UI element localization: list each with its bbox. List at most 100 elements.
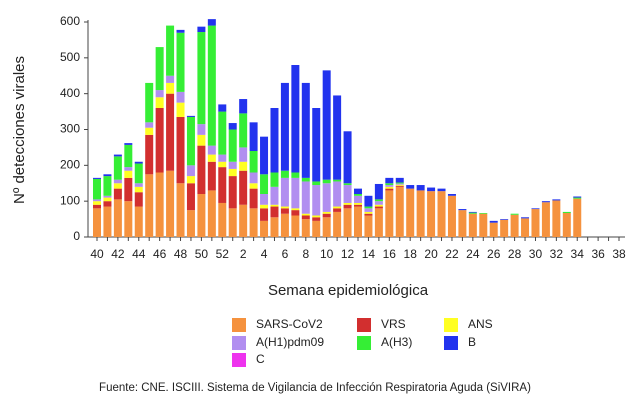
x-tick-label: 36 (591, 247, 605, 261)
legend-label: SARS-CoV2 (256, 317, 323, 331)
bar-segment (239, 170, 248, 205)
bar-segment (385, 183, 394, 186)
y-tick-label: 0 (73, 229, 80, 243)
bar-segment (124, 144, 133, 168)
bar-segment (145, 82, 154, 123)
bar-segment (354, 188, 362, 194)
legend-swatch (444, 336, 458, 350)
x-tick-label: 38 (612, 247, 626, 261)
x-tick-label: 44 (132, 247, 146, 261)
bar-segment (124, 143, 133, 145)
bar-segment (416, 190, 425, 237)
bar-segment (395, 186, 404, 237)
bar-segment (395, 182, 404, 184)
bar-segment (280, 170, 289, 178)
x-tick-label: 20 (424, 247, 438, 261)
bar-segment (145, 127, 154, 135)
bar-segment (155, 108, 164, 173)
bar-segment (333, 206, 342, 209)
bar-segment (322, 217, 331, 237)
bar-segment (207, 145, 216, 155)
bar-segment (489, 220, 498, 223)
bar-segment (395, 183, 404, 185)
bar-segment (395, 177, 404, 183)
bar-segment (134, 192, 143, 207)
bar-segment (166, 75, 175, 83)
bar-segment (197, 145, 206, 194)
bar-segment (176, 116, 185, 184)
source: Fuente: CNE. ISCIII. Sistema de Vigilanc… (99, 382, 531, 394)
bar-segment (427, 187, 436, 192)
bar-segment (249, 122, 258, 151)
bar-segment (124, 170, 133, 178)
bar-segment (531, 209, 540, 237)
bar-segment (124, 201, 133, 237)
bar-segment (260, 220, 269, 237)
bar-segment (354, 202, 362, 205)
x-tick-label: 6 (282, 247, 289, 261)
x-tick-label: 16 (383, 247, 397, 261)
bar-segment (249, 151, 258, 173)
legend-swatch (232, 353, 246, 367)
bar-segment (343, 183, 352, 186)
bar-segment (364, 215, 373, 237)
legend-label: B (468, 335, 476, 349)
bar-segment (333, 211, 342, 237)
bar-segment (103, 195, 112, 198)
x-tick-label: 40 (90, 247, 104, 261)
bar-segment (124, 167, 133, 171)
bar-segment (322, 211, 331, 214)
bar-segment (228, 123, 237, 130)
bar-segment (541, 201, 550, 203)
bar-segment (176, 102, 185, 117)
bar-segment (531, 208, 540, 210)
x-axis-title: Semana epidemiológica (268, 282, 429, 299)
bar-segment (260, 174, 269, 194)
bar-segment (521, 218, 530, 237)
bar-segment (239, 113, 248, 148)
bar-segment (218, 202, 227, 237)
bar-segment (134, 206, 143, 237)
x-tick-label: 50 (195, 247, 209, 261)
bar-segment (113, 179, 122, 184)
bar-segment (166, 93, 175, 171)
bar-segment (333, 179, 342, 182)
bar-segment (228, 208, 237, 237)
bar-segment (468, 211, 477, 213)
bar-segment (291, 210, 300, 216)
bar-segment (510, 213, 519, 215)
bar-segment (186, 210, 195, 237)
bar-segment (291, 177, 300, 209)
bar-segment (134, 186, 143, 193)
bar-segment (385, 185, 394, 187)
bar-segment (322, 179, 331, 184)
bar-segment (552, 199, 561, 201)
bar-segment (521, 217, 530, 219)
x-tick-label: 48 (174, 247, 188, 261)
bar-segment (562, 212, 571, 237)
bar-segment (239, 161, 248, 171)
legend-label: A(H3) (381, 335, 412, 349)
bar-segment (343, 202, 352, 205)
bar-segment (541, 202, 550, 237)
x-tick-label: 22 (445, 247, 459, 261)
bar-segment (207, 190, 216, 237)
bar-segment (291, 208, 300, 211)
bar-segment (374, 199, 383, 202)
bar-segment (354, 195, 362, 203)
bar-segment (197, 134, 206, 146)
legend-label: ANS (468, 317, 493, 331)
bar-segment (291, 215, 300, 237)
bar-segment (573, 197, 582, 199)
x-tick-label: 18 (404, 247, 418, 261)
bar-segment (124, 177, 133, 202)
bar-segment (343, 204, 352, 209)
x-tick-label: 52 (216, 247, 230, 261)
bar-segment (322, 70, 331, 180)
bar-segment (260, 204, 269, 209)
bar-segment (406, 188, 415, 237)
bar-segment (270, 108, 279, 173)
bar-segment (249, 208, 258, 237)
bar-segment (280, 206, 289, 209)
bar-segment (113, 156, 122, 180)
